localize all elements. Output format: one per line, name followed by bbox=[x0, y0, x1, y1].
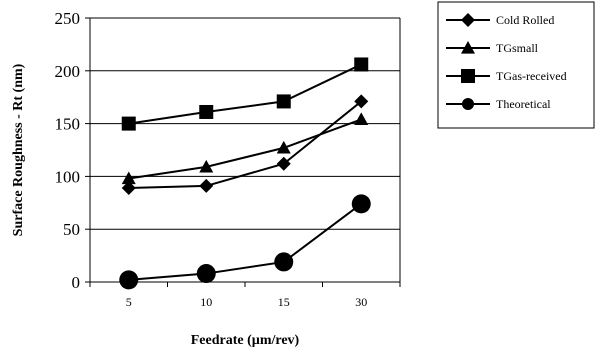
data-point-square bbox=[276, 94, 291, 109]
data-point-triangle bbox=[199, 159, 214, 173]
y-tick-label: 50 bbox=[63, 220, 80, 239]
data-point-triangle bbox=[354, 112, 369, 125]
y-tick-label: 250 bbox=[55, 9, 81, 28]
grid-layer bbox=[90, 17, 400, 230]
axes bbox=[85, 17, 401, 287]
data-point-circle bbox=[119, 270, 139, 290]
data-point-diamond bbox=[354, 94, 369, 109]
legend-label: TGsmall bbox=[496, 41, 539, 55]
legend-entry: Cold Rolled bbox=[446, 13, 554, 27]
series-line bbox=[128, 100, 362, 190]
legend-marker-diamond bbox=[461, 13, 475, 27]
y-tick-labels: 0 50 100 150 200 250 bbox=[55, 9, 81, 292]
x-tick-labels: 5 10 15 30 bbox=[126, 295, 368, 309]
y-tick-label: 0 bbox=[72, 273, 81, 292]
series-layer bbox=[119, 57, 371, 290]
data-point-square bbox=[121, 116, 136, 131]
x-tick-label: 30 bbox=[355, 295, 367, 309]
y-tick-label: 200 bbox=[55, 62, 81, 81]
legend-label: Cold Rolled bbox=[496, 13, 554, 27]
data-point-circle bbox=[196, 264, 216, 284]
legend-label: TGas-received bbox=[496, 69, 567, 83]
series-diamond bbox=[121, 94, 369, 196]
series-triangle bbox=[121, 112, 369, 185]
data-point-diamond bbox=[121, 181, 136, 196]
legend-marker-triangle bbox=[461, 41, 475, 54]
series-line bbox=[128, 118, 362, 180]
data-point-triangle bbox=[121, 171, 136, 185]
legend-entry: TGsmall bbox=[446, 41, 539, 55]
x-tick-label: 15 bbox=[278, 295, 290, 309]
legend-entry: TGas-received bbox=[446, 69, 567, 83]
y-axis-title: Surface Roughness - Rt (nm) bbox=[11, 63, 26, 236]
series-line bbox=[128, 203, 362, 281]
y-tick-label: 100 bbox=[55, 167, 81, 186]
legend-entry: Theoretical bbox=[446, 97, 551, 111]
series-line bbox=[128, 63, 362, 125]
data-point-diamond bbox=[276, 156, 291, 171]
data-point-square bbox=[354, 57, 369, 72]
data-point-square bbox=[199, 104, 214, 119]
x-tick-label: 5 bbox=[126, 295, 132, 309]
y-tick-label: 150 bbox=[55, 115, 81, 134]
data-point-triangle bbox=[276, 140, 291, 154]
series-square bbox=[121, 57, 369, 131]
data-point-circle bbox=[274, 252, 294, 272]
legend-marker-circle bbox=[462, 98, 474, 110]
x-tick-label: 10 bbox=[200, 295, 212, 309]
legend-label: Theoretical bbox=[496, 97, 551, 111]
legend-marker-square bbox=[461, 69, 475, 83]
x-axis-title: Feedrate (µm/rev) bbox=[191, 333, 300, 348]
data-point-diamond bbox=[199, 178, 214, 193]
data-point-circle bbox=[351, 194, 371, 214]
series-circle bbox=[119, 194, 371, 290]
legend: Cold Rolled TGsmall TGas-received Theoretic… bbox=[437, 1, 595, 129]
